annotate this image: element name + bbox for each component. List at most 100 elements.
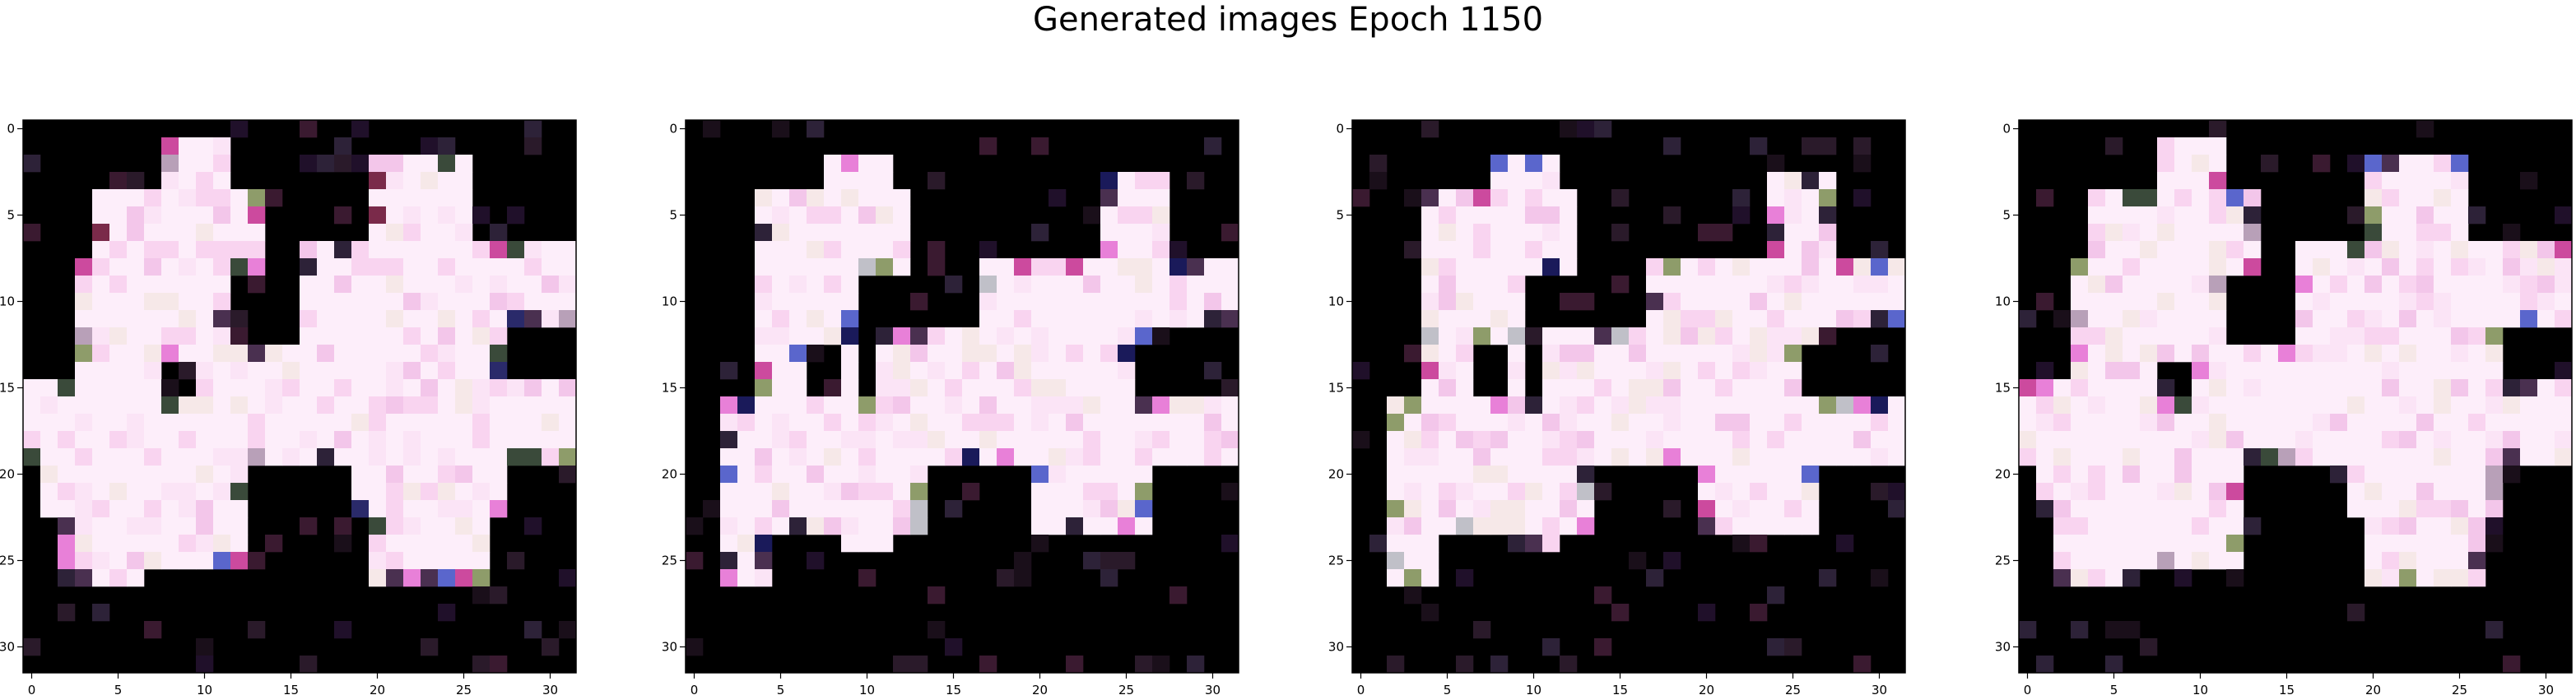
pixel: [1819, 189, 1837, 207]
pixel: [438, 327, 456, 345]
pixel: [1118, 552, 1136, 570]
pixel: [2053, 448, 2071, 466]
pixel: [807, 258, 825, 276]
pixel: [127, 172, 145, 190]
pixel: [455, 483, 473, 501]
image-panel-1: 0 5 10 15 20 25 30 0 5 10 15 20 25 30: [0, 0, 642, 695]
pixel: [1066, 362, 1084, 380]
pixel: [1490, 310, 1509, 328]
pixel: [58, 396, 76, 415]
pixel: [2192, 362, 2210, 380]
pixel: [2313, 396, 2331, 415]
pixel: [282, 345, 300, 363]
pixel: [386, 535, 404, 553]
pixel: [1404, 189, 1422, 207]
pixel: [1221, 379, 1239, 397]
pixel: [2468, 552, 2486, 570]
x-tick-label: 5: [2110, 683, 2118, 695]
pixel: [1663, 362, 1681, 380]
pixel: [524, 276, 542, 294]
pixel: [858, 414, 876, 432]
pixel: [438, 466, 456, 484]
y-tick-label: 10: [0, 294, 15, 309]
pixel: [472, 483, 491, 501]
pixel: [755, 345, 773, 363]
pixel: [2105, 345, 2123, 363]
pixel: [997, 293, 1015, 311]
pixel: [1221, 258, 1239, 276]
pixel: [1888, 483, 1906, 501]
pixel: [403, 414, 421, 432]
pixel: [109, 241, 128, 259]
pixel: [2105, 137, 2123, 155]
pixel: [1629, 362, 1647, 380]
pixel: [2140, 379, 2158, 397]
pixel: [472, 586, 491, 605]
pixel: [403, 189, 421, 207]
pixel: [2036, 656, 2054, 674]
pixel: [2399, 224, 2417, 242]
pixel: [2330, 293, 2348, 311]
pixel: [807, 552, 825, 570]
pixel: [2226, 466, 2244, 484]
pixel: [997, 345, 1015, 363]
pixel: [737, 448, 756, 466]
pixel: [789, 448, 807, 466]
pixel: [2520, 276, 2538, 294]
pixel: [2451, 172, 2469, 190]
pixel: [2244, 206, 2262, 225]
pixel: [386, 276, 404, 294]
pixel: [2451, 189, 2469, 207]
pixel: [2555, 362, 2573, 380]
pixel: [2416, 362, 2434, 380]
pixel: [490, 379, 508, 397]
pixel: [438, 379, 456, 397]
pixel: [2226, 396, 2244, 415]
pixel: [1767, 155, 1785, 173]
pixel: [1663, 500, 1681, 518]
pixel: [1404, 500, 1422, 518]
axes-frame: [685, 119, 1239, 674]
pixel: [179, 137, 197, 155]
pixel: [230, 241, 249, 259]
pixel: [2226, 483, 2244, 501]
pixel: [1819, 258, 1837, 276]
pixel: [1611, 414, 1630, 432]
pixel: [109, 379, 128, 397]
pixel: [127, 362, 145, 380]
pixel: [1802, 327, 1820, 345]
pixel: [2313, 310, 2331, 328]
pixel: [403, 448, 421, 466]
pixel: [109, 293, 128, 311]
pixel: [144, 552, 162, 570]
pixel: [1490, 500, 1509, 518]
pixel: [2555, 379, 2573, 397]
pixel: [2434, 431, 2452, 449]
pixel: [1118, 517, 1136, 535]
pixel: [2105, 483, 2123, 501]
pixel: [421, 241, 439, 259]
pixel: [1031, 466, 1049, 484]
pixel: [2555, 293, 2573, 311]
pixel: [179, 448, 197, 466]
x-tick-label: 0: [690, 683, 699, 695]
pixel: [161, 448, 179, 466]
pixel: [1508, 466, 1526, 484]
pixel: [1490, 258, 1509, 276]
pixel: [2244, 224, 2262, 242]
pixel: [2555, 258, 2573, 276]
pixel: [2451, 552, 2469, 570]
pixel: [438, 345, 456, 363]
pixel: [2123, 224, 2141, 242]
pixel: [144, 310, 162, 328]
pixel: [2364, 466, 2383, 484]
pixel: [2278, 414, 2296, 432]
pixel: [2192, 448, 2210, 466]
pixel: [979, 414, 997, 432]
pixel: [1871, 241, 1889, 259]
axes-frame: [1351, 119, 1906, 674]
pixel: [472, 241, 491, 259]
pixel: [2192, 206, 2210, 225]
pixel: [789, 189, 807, 207]
pixel: [928, 258, 946, 276]
